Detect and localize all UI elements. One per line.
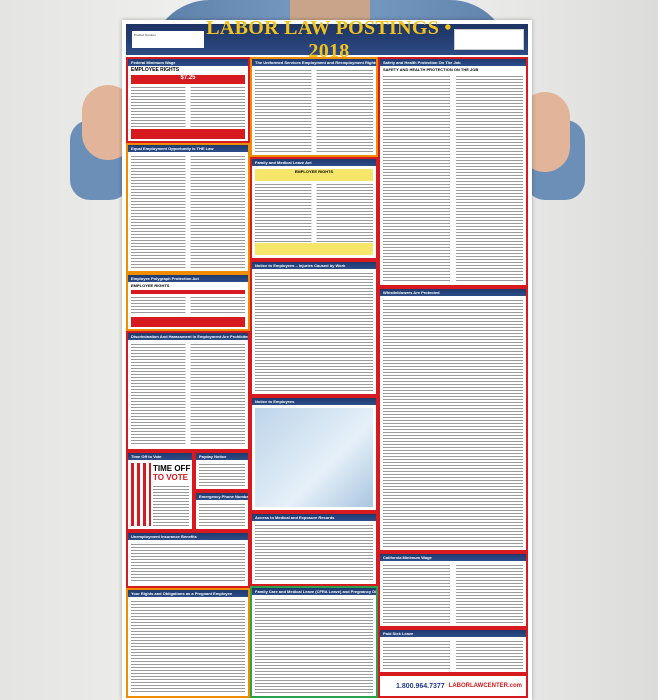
section-discrimination: Discrimination And Harassment In Employm… [126,331,250,451]
body-text [383,299,523,547]
footer-band [131,317,245,327]
body-text [383,640,523,669]
body-text [131,600,245,693]
poster-footer: 1.800.964.7377 LABORLAWCENTER.com [378,674,528,698]
vote-title: TIME OFF TO VOTE [153,464,191,482]
section-paid-sick-leave: Paid Sick Leave [378,628,528,674]
section-heading: Payday Notice [196,453,248,460]
section-heading: Emergency Phone Numbers [196,493,248,500]
section-ca-min-wage: California Minimum Wage [378,552,528,628]
section-heading: The Uniformed Services Employment and Re… [252,59,376,66]
body-text [131,86,245,127]
body-text [255,524,373,581]
section-heading: Time Off to Vote [128,453,192,460]
section-heading: Access to Medical and Exposure Records [252,514,376,521]
body-text [131,296,245,315]
footer-band [131,129,245,139]
section-unemployment: Unemployment Insurance Benefits [126,531,250,588]
poster-header: Product Number LABOR LAW POSTINGS • 2018 [126,17,528,62]
vote-title-line1: TIME OFF [153,464,191,473]
section-payday-notice: Payday Notice [194,451,250,491]
section-heading: Your Rights and Obligations as a Pregnan… [128,590,248,597]
section-heading: Notice to Employees – Injuries Caused by… [252,262,376,269]
product-number-box: Product Number [132,31,204,48]
body-text [383,564,523,623]
body-text [131,155,245,268]
vote-title-line2: TO VOTE [153,473,188,482]
section-heading: Family and Medical Leave Act [252,159,376,166]
section-federal-min-wage: Federal Minimum Wage EMPLOYEE RIGHTS $7.… [126,57,250,143]
section-subheading: EMPLOYEE RIGHTS [131,283,170,288]
section-heading: Employee Polygraph Protection Act [128,275,248,282]
section-polygraph: Employee Polygraph Protection Act EMPLOY… [126,273,250,331]
section-heading: California Minimum Wage [380,554,526,561]
footer-logo: LABORLAWCENTER.com [448,683,522,689]
section-subheading: EMPLOYEE RIGHTS [255,169,373,181]
section-heading: Unemployment Insurance Benefits [128,533,248,540]
section-heading: Federal Minimum Wage [128,59,248,66]
section-heading: Equal Employment Opportunity Is THE Law [128,145,248,152]
section-notice-employees: Notice to Employees [250,396,378,512]
footer-band [255,243,373,255]
labor-law-poster: Product Number LABOR LAW POSTINGS • 2018… [122,17,532,700]
section-fmla: Family and Medical Leave Act EMPLOYEE RI… [250,157,378,260]
body-text [131,543,245,583]
section-medical-records: Access to Medical and Exposure Records [250,512,378,586]
section-time-off-vote: Time Off to Vote TIME OFF TO VOTE [126,451,194,531]
body-text [199,463,245,486]
body-text [199,503,245,526]
section-eeo: Equal Employment Opportunity Is THE Law [126,143,250,273]
footer-phone: 1.800.964.7377 [395,682,445,690]
section-heading: Discrimination And Harassment In Employm… [128,333,248,340]
section-emergency-numbers: Emergency Phone Numbers [194,491,250,531]
section-injuries: Notice to Employees – Injuries Caused by… [250,260,378,396]
index-box [454,29,524,50]
body-text [255,183,373,242]
body-text [255,69,373,152]
section-userra: The Uniformed Services Employment and Re… [250,57,378,157]
body-text [131,343,245,446]
poster-title: LABOR LAW POSTINGS • 2018 [206,16,452,62]
person-neck [290,0,370,20]
section-whistleblower: Whistleblowers Are Protected [378,287,528,552]
wage-rate: $7.25 [131,75,245,84]
body-text [255,272,373,391]
section-heading: Family Care and Medical Leave (CFRA Leav… [252,588,376,595]
section-heading: Paid Sick Leave [380,630,526,637]
red-band [131,290,245,294]
body-text [383,75,523,282]
section-heading: Whistleblowers Are Protected [380,289,526,296]
section-subheading: SAFETY AND HEALTH PROTECTION ON THE JOB [383,67,479,72]
section-osha: Safety and Health Protection On The Job … [378,57,528,287]
section-subheading: EMPLOYEE RIGHTS [131,67,180,73]
section-heading: Notice to Employees [252,398,376,405]
body-text [255,598,373,693]
section-pregnant-employee: Your Rights and Obligations as a Pregnan… [126,588,250,698]
ballot-box-image [131,463,151,526]
section-cfra: Family Care and Medical Leave (CFRA Leav… [250,586,378,698]
notice-graphic [255,408,373,507]
body-text [153,485,189,526]
section-heading: Safety and Health Protection On The Job [380,59,526,66]
